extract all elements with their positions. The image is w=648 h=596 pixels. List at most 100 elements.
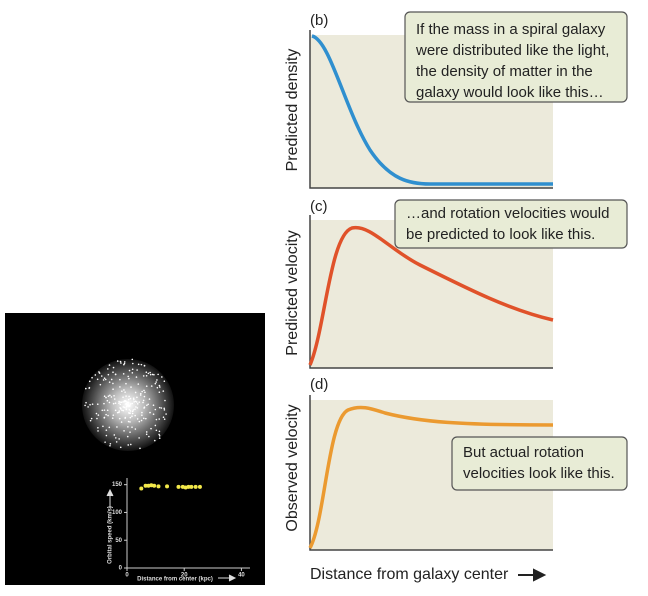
star <box>101 409 104 412</box>
star <box>121 390 123 392</box>
star <box>156 386 159 389</box>
star <box>89 404 91 406</box>
star <box>127 398 130 401</box>
star <box>132 362 134 365</box>
stars <box>84 358 167 450</box>
star <box>125 395 127 397</box>
star <box>115 441 118 443</box>
star <box>112 388 114 391</box>
y-axis-label: Predicted velocity <box>284 230 301 355</box>
star <box>146 404 148 407</box>
star <box>142 401 144 404</box>
star <box>128 369 131 372</box>
star <box>158 406 161 409</box>
callout-text: But actual rotation <box>463 444 584 461</box>
point <box>139 486 144 491</box>
star <box>113 434 116 436</box>
star <box>105 434 108 437</box>
star <box>103 417 106 419</box>
x-tick-label: 20 <box>181 573 188 579</box>
star <box>116 426 118 428</box>
star <box>138 401 141 403</box>
panel-label: (b) <box>310 12 328 29</box>
star <box>162 416 165 419</box>
star <box>135 376 138 378</box>
star <box>134 391 137 394</box>
star <box>132 409 135 411</box>
star <box>159 386 161 388</box>
star <box>114 409 117 412</box>
star <box>161 376 163 378</box>
star <box>143 389 145 392</box>
star <box>131 426 133 428</box>
star <box>148 435 150 438</box>
star <box>158 430 161 433</box>
star <box>149 411 151 414</box>
star <box>119 386 121 388</box>
star <box>97 414 100 416</box>
star <box>119 408 122 410</box>
star <box>153 373 155 376</box>
point <box>189 484 194 489</box>
y-tick-label: 0 <box>119 566 123 572</box>
star <box>131 372 134 374</box>
y-tick-label: 50 <box>115 538 122 544</box>
star <box>141 390 143 393</box>
star <box>118 411 120 414</box>
star <box>136 396 138 399</box>
star <box>129 410 132 412</box>
star <box>103 402 105 405</box>
star <box>139 394 142 396</box>
star <box>125 407 127 409</box>
callout-text: were distributed like the light, <box>415 42 609 59</box>
x-axis-label: Distance from center (kpc) <box>137 577 213 583</box>
star <box>141 414 143 416</box>
star <box>134 414 136 417</box>
star <box>108 426 111 429</box>
star <box>158 418 161 420</box>
star <box>140 363 143 366</box>
star <box>125 402 128 404</box>
star <box>136 369 138 371</box>
star <box>135 406 137 408</box>
star <box>158 435 161 437</box>
y-arrow <box>106 488 114 508</box>
star <box>105 429 108 431</box>
star <box>129 443 132 446</box>
star <box>139 392 142 395</box>
star <box>97 426 99 429</box>
star <box>118 438 120 440</box>
star <box>158 391 161 393</box>
star <box>139 447 141 450</box>
star <box>119 446 122 449</box>
star <box>123 362 126 365</box>
star <box>114 373 117 376</box>
star <box>124 416 127 419</box>
star <box>109 394 111 397</box>
star <box>147 372 150 375</box>
star <box>151 373 154 376</box>
star <box>110 396 113 398</box>
star <box>127 404 130 406</box>
star <box>107 373 110 376</box>
star <box>127 375 129 378</box>
star <box>127 426 129 428</box>
star <box>127 444 130 446</box>
star <box>98 371 100 373</box>
star <box>121 409 123 411</box>
star <box>110 378 113 381</box>
star <box>91 403 94 405</box>
star <box>88 380 91 383</box>
star <box>134 400 137 403</box>
star <box>150 385 153 387</box>
star <box>148 398 151 400</box>
star <box>128 408 131 411</box>
star <box>131 402 134 405</box>
star <box>91 376 93 379</box>
star <box>125 382 127 385</box>
star <box>116 360 119 362</box>
star <box>94 374 97 376</box>
star <box>143 365 146 367</box>
star <box>127 420 130 423</box>
